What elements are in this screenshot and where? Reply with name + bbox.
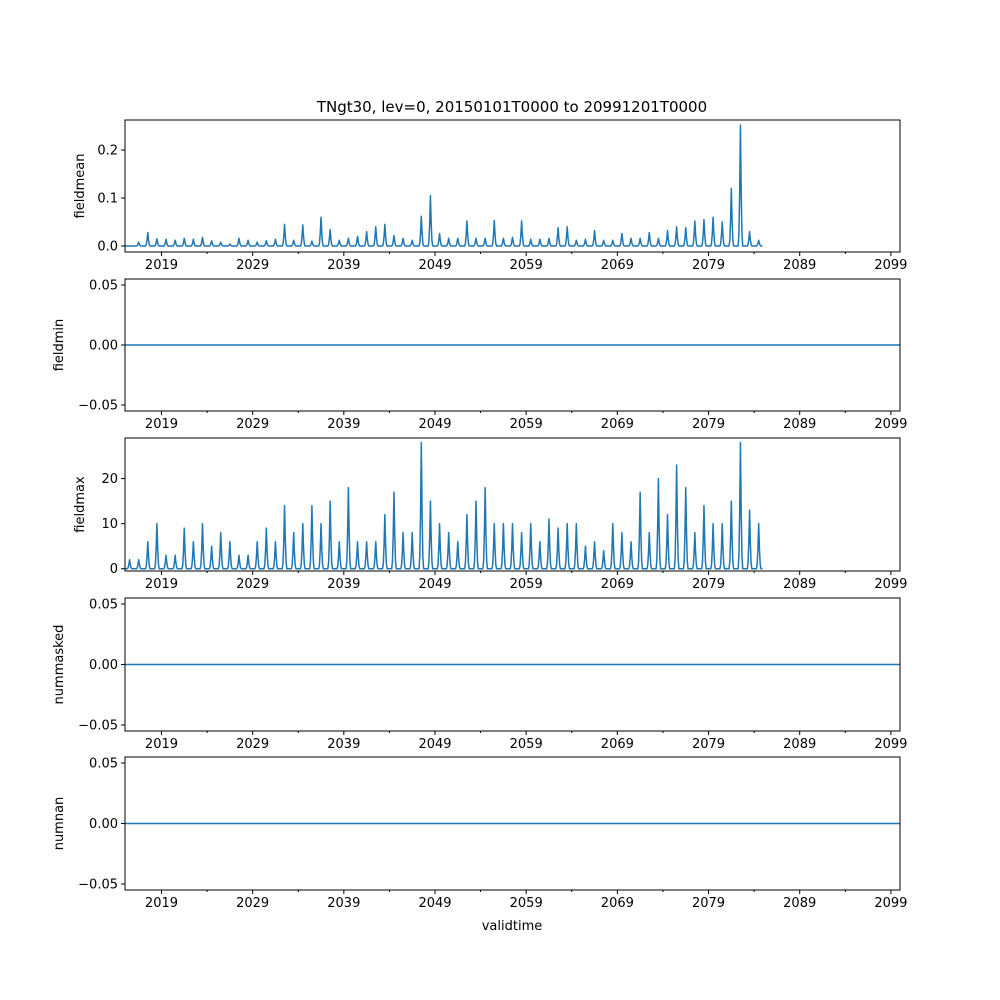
panel-fieldmean: 0.0 0.1 0.2 fieldmean 2019 2029 2039 2049 2059 20… bbox=[73, 119, 907, 273]
x-tick-label: 2069 bbox=[601, 737, 634, 752]
y-tick-label: 0.00 bbox=[89, 658, 118, 673]
x-tick-label: 2039 bbox=[327, 577, 360, 592]
axes-frame bbox=[124, 119, 901, 253]
x-tick-label: 2019 bbox=[145, 737, 178, 752]
y-tick-label: 0.00 bbox=[89, 817, 118, 832]
x-tick-label: 2089 bbox=[783, 417, 816, 432]
y-axis-label: nummasked bbox=[52, 625, 67, 705]
x-tick-label: 2019 bbox=[145, 896, 178, 911]
y-tick-label: 0.2 bbox=[97, 144, 118, 159]
x-tick-label: 2069 bbox=[601, 577, 634, 592]
x-tick-label: 2019 bbox=[145, 417, 178, 432]
x-tick-label: 2049 bbox=[418, 737, 451, 752]
panel-fieldmin: −0.05 0.00 0.05 fieldmin 2019 2029 2039 2049 205… bbox=[52, 278, 907, 432]
x-tick-label: 2029 bbox=[236, 896, 269, 911]
x-tick-label: 2099 bbox=[874, 896, 907, 911]
x-tick-label: 2069 bbox=[601, 417, 634, 432]
x-tick-label: 2039 bbox=[327, 417, 360, 432]
x-tick-label: 2079 bbox=[692, 896, 725, 911]
x-tick-label: 2029 bbox=[236, 737, 269, 752]
x-tick-label: 2049 bbox=[418, 258, 451, 273]
x-tick-label: 2089 bbox=[783, 896, 816, 911]
x-tick-label: 2049 bbox=[418, 577, 451, 592]
x-tick-label: 2099 bbox=[874, 258, 907, 273]
x-axis-label: validtime bbox=[482, 919, 543, 934]
x-tick-label: 2069 bbox=[601, 896, 634, 911]
y-tick-label: 0.05 bbox=[89, 279, 118, 294]
x-tick-label: 2039 bbox=[327, 896, 360, 911]
axes-frame bbox=[124, 437, 901, 572]
x-tick-label: 2079 bbox=[692, 258, 725, 273]
y-tick-label: 20 bbox=[101, 472, 118, 487]
x-tick-label: 2059 bbox=[510, 417, 543, 432]
x-tick-label: 2079 bbox=[692, 737, 725, 752]
x-tick-label: 2059 bbox=[510, 896, 543, 911]
y-tick-label: −0.05 bbox=[78, 718, 118, 733]
x-tick-label: 2069 bbox=[601, 258, 634, 273]
x-tick-label: 2019 bbox=[145, 577, 178, 592]
x-tick-label: 2039 bbox=[327, 258, 360, 273]
panels: 0.0 0.1 0.2 fieldmean 2019 2029 2039 2049 2059 20… bbox=[52, 119, 907, 911]
x-tick-label: 2089 bbox=[783, 577, 816, 592]
y-tick-label: 0.05 bbox=[89, 757, 118, 772]
x-tick-label: 2029 bbox=[236, 417, 269, 432]
x-tick-label: 2039 bbox=[327, 737, 360, 752]
y-axis-label: fieldmax bbox=[73, 476, 88, 533]
x-tick-label: 2099 bbox=[874, 417, 907, 432]
series-line-fieldmean bbox=[125, 124, 763, 247]
x-tick-label: 2099 bbox=[874, 577, 907, 592]
x-tick-label: 2079 bbox=[692, 577, 725, 592]
y-tick-label: 10 bbox=[101, 517, 118, 532]
x-tick-label: 2099 bbox=[874, 737, 907, 752]
x-tick-label: 2019 bbox=[145, 258, 178, 273]
y-tick-label: 0 bbox=[110, 562, 118, 577]
y-tick-label: −0.05 bbox=[78, 399, 118, 414]
y-axis-label: fieldmin bbox=[52, 319, 67, 372]
y-tick-label: 0.0 bbox=[97, 240, 118, 255]
x-tick-label: 2089 bbox=[783, 258, 816, 273]
y-axis-label: fieldmean bbox=[73, 154, 88, 219]
x-tick-label: 2079 bbox=[692, 417, 725, 432]
x-tick-label: 2059 bbox=[510, 577, 543, 592]
x-tick-label: 2029 bbox=[236, 258, 269, 273]
panel-nummasked: −0.05 0.00 0.05 nummasked 2019 2029 2039 2049 20… bbox=[52, 597, 907, 752]
chart-title: TNgt30, lev=0, 20150101T0000 to 20991201… bbox=[316, 98, 707, 116]
x-tick-label: 2049 bbox=[418, 896, 451, 911]
x-tick-label: 2059 bbox=[510, 258, 543, 273]
y-axis-label: numnan bbox=[52, 797, 67, 851]
x-tick-label: 2089 bbox=[783, 737, 816, 752]
panel-numnan: −0.05 0.00 0.05 numnan 2019 2029 2039 2049 2059 2… bbox=[52, 756, 907, 911]
y-tick-label: −0.05 bbox=[78, 877, 118, 892]
series-line-fieldmax bbox=[125, 441, 763, 570]
y-tick-label: 0.1 bbox=[97, 192, 118, 207]
y-tick-label: 0.00 bbox=[89, 339, 118, 354]
x-tick-label: 2059 bbox=[510, 737, 543, 752]
y-tick-label: 0.05 bbox=[89, 598, 118, 613]
panel-fieldmax: 0 10 20 fieldmax 2019 2029 2039 2049 2059 2069 207… bbox=[73, 437, 907, 592]
x-tick-label: 2049 bbox=[418, 417, 451, 432]
x-tick-label: 2029 bbox=[236, 577, 269, 592]
